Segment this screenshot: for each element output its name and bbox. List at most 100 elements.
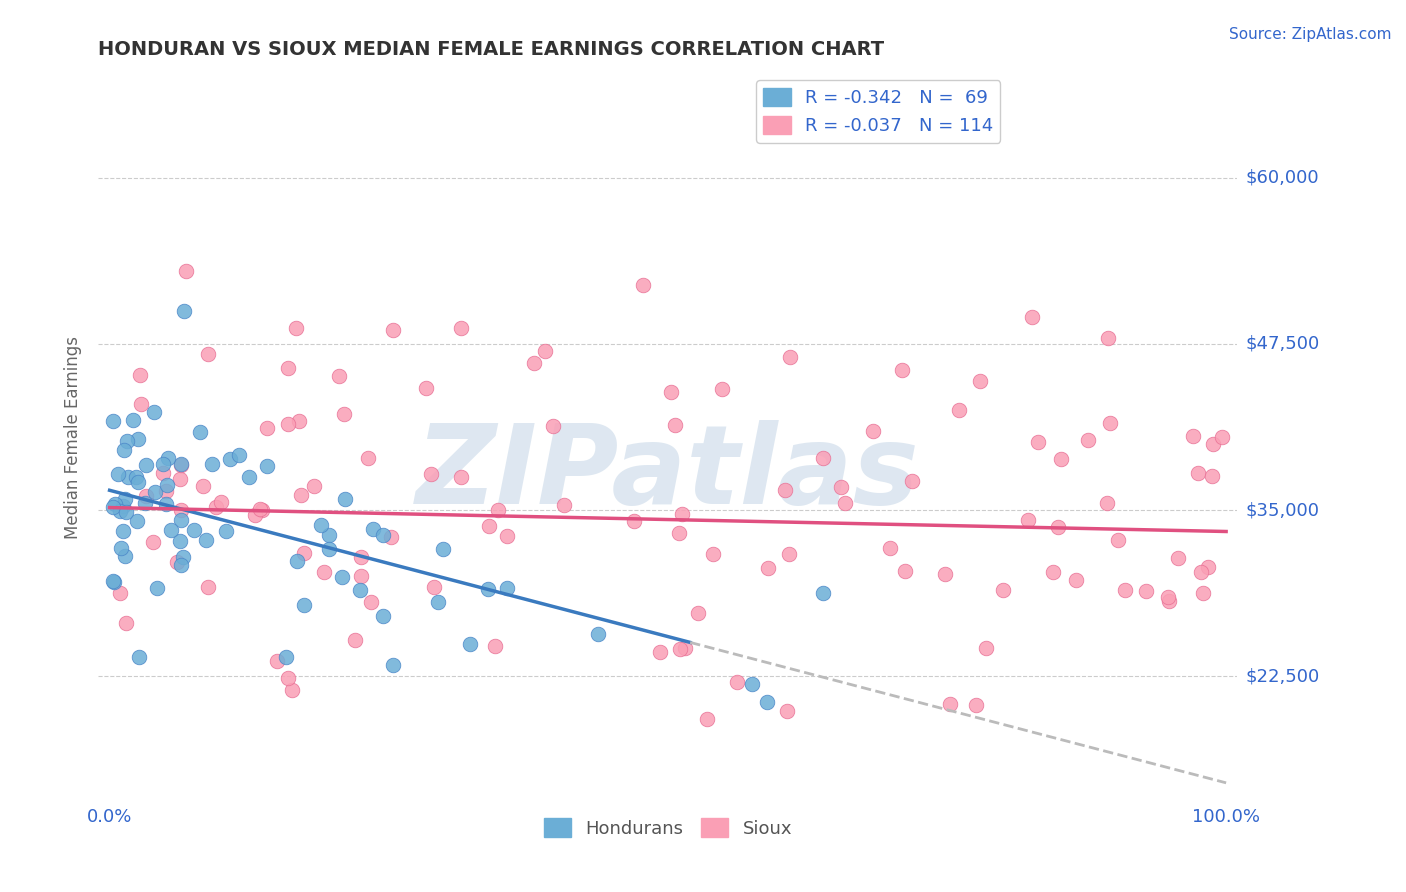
Point — [194, 533, 217, 547]
Point — [1077, 434, 1099, 448]
Point — [160, 523, 183, 537]
Point — [135, 489, 157, 503]
Point — [277, 671, 299, 685]
Point — [834, 495, 856, 509]
Point — [371, 527, 394, 541]
Point — [778, 547, 800, 561]
Point — [127, 433, 149, 447]
Point — [696, 712, 718, 726]
Point — [1098, 416, 1121, 430]
Point — [344, 632, 367, 647]
Point — [288, 414, 311, 428]
Point — [1157, 594, 1180, 608]
Point — [127, 475, 149, 490]
Point — [318, 528, 340, 542]
Point — [1157, 590, 1180, 604]
Point — [349, 583, 371, 598]
Point — [1201, 469, 1223, 483]
Text: $60,000: $60,000 — [1246, 169, 1319, 186]
Point — [830, 480, 852, 494]
Point — [122, 413, 145, 427]
Point — [280, 682, 302, 697]
Point — [169, 533, 191, 548]
Point — [477, 582, 499, 597]
Point — [1135, 584, 1157, 599]
Point — [256, 421, 278, 435]
Point — [432, 542, 454, 557]
Point — [1202, 437, 1225, 451]
Point — [350, 550, 373, 565]
Point — [357, 451, 380, 466]
Text: ZIPatlas: ZIPatlas — [416, 420, 920, 527]
Point — [277, 417, 299, 432]
Point — [134, 496, 156, 510]
Point — [486, 503, 509, 517]
Point — [266, 654, 288, 668]
Point — [1047, 519, 1070, 533]
Point — [304, 479, 326, 493]
Point — [172, 549, 194, 564]
Point — [631, 277, 654, 292]
Text: Source: ZipAtlas.com: Source: ZipAtlas.com — [1229, 27, 1392, 42]
Point — [115, 434, 138, 448]
Point — [292, 599, 315, 613]
Point — [284, 320, 307, 334]
Point — [115, 615, 138, 630]
Point — [197, 580, 219, 594]
Point — [659, 384, 682, 399]
Point — [256, 458, 278, 473]
Point — [1197, 559, 1219, 574]
Point — [108, 586, 131, 600]
Point — [776, 704, 799, 718]
Point — [152, 457, 174, 471]
Point — [250, 503, 273, 517]
Point — [1187, 466, 1209, 480]
Point — [108, 504, 131, 518]
Point — [382, 657, 405, 672]
Point — [1026, 435, 1049, 450]
Point — [129, 397, 152, 411]
Point — [668, 525, 690, 540]
Point — [155, 497, 177, 511]
Point — [741, 677, 763, 691]
Point — [756, 695, 779, 709]
Point — [1211, 430, 1233, 444]
Point — [419, 467, 441, 481]
Point — [114, 505, 136, 519]
Point — [1107, 533, 1129, 547]
Point — [811, 586, 834, 600]
Point — [478, 519, 501, 533]
Point — [862, 424, 884, 438]
Point — [152, 466, 174, 480]
Point — [773, 483, 796, 498]
Point — [934, 566, 956, 581]
Point — [373, 608, 395, 623]
Point — [496, 529, 519, 543]
Point — [201, 457, 224, 471]
Point — [948, 403, 970, 417]
Point — [1097, 496, 1119, 510]
Point — [623, 514, 645, 528]
Point — [183, 523, 205, 537]
Point — [332, 407, 354, 421]
Point — [1021, 310, 1043, 324]
Legend: Hondurans, Sioux: Hondurans, Sioux — [536, 811, 800, 845]
Y-axis label: Median Female Earnings: Median Female Earnings — [65, 335, 83, 539]
Point — [170, 513, 193, 527]
Point — [426, 595, 449, 609]
Point — [170, 458, 193, 472]
Point — [890, 362, 912, 376]
Point — [104, 497, 127, 511]
Point — [204, 500, 226, 515]
Point — [725, 674, 748, 689]
Point — [142, 534, 165, 549]
Point — [1167, 550, 1189, 565]
Point — [664, 418, 686, 433]
Point — [900, 474, 922, 488]
Point — [101, 413, 124, 427]
Point — [974, 641, 997, 656]
Point — [349, 568, 371, 582]
Point — [277, 361, 299, 376]
Point — [361, 522, 384, 536]
Point — [274, 650, 297, 665]
